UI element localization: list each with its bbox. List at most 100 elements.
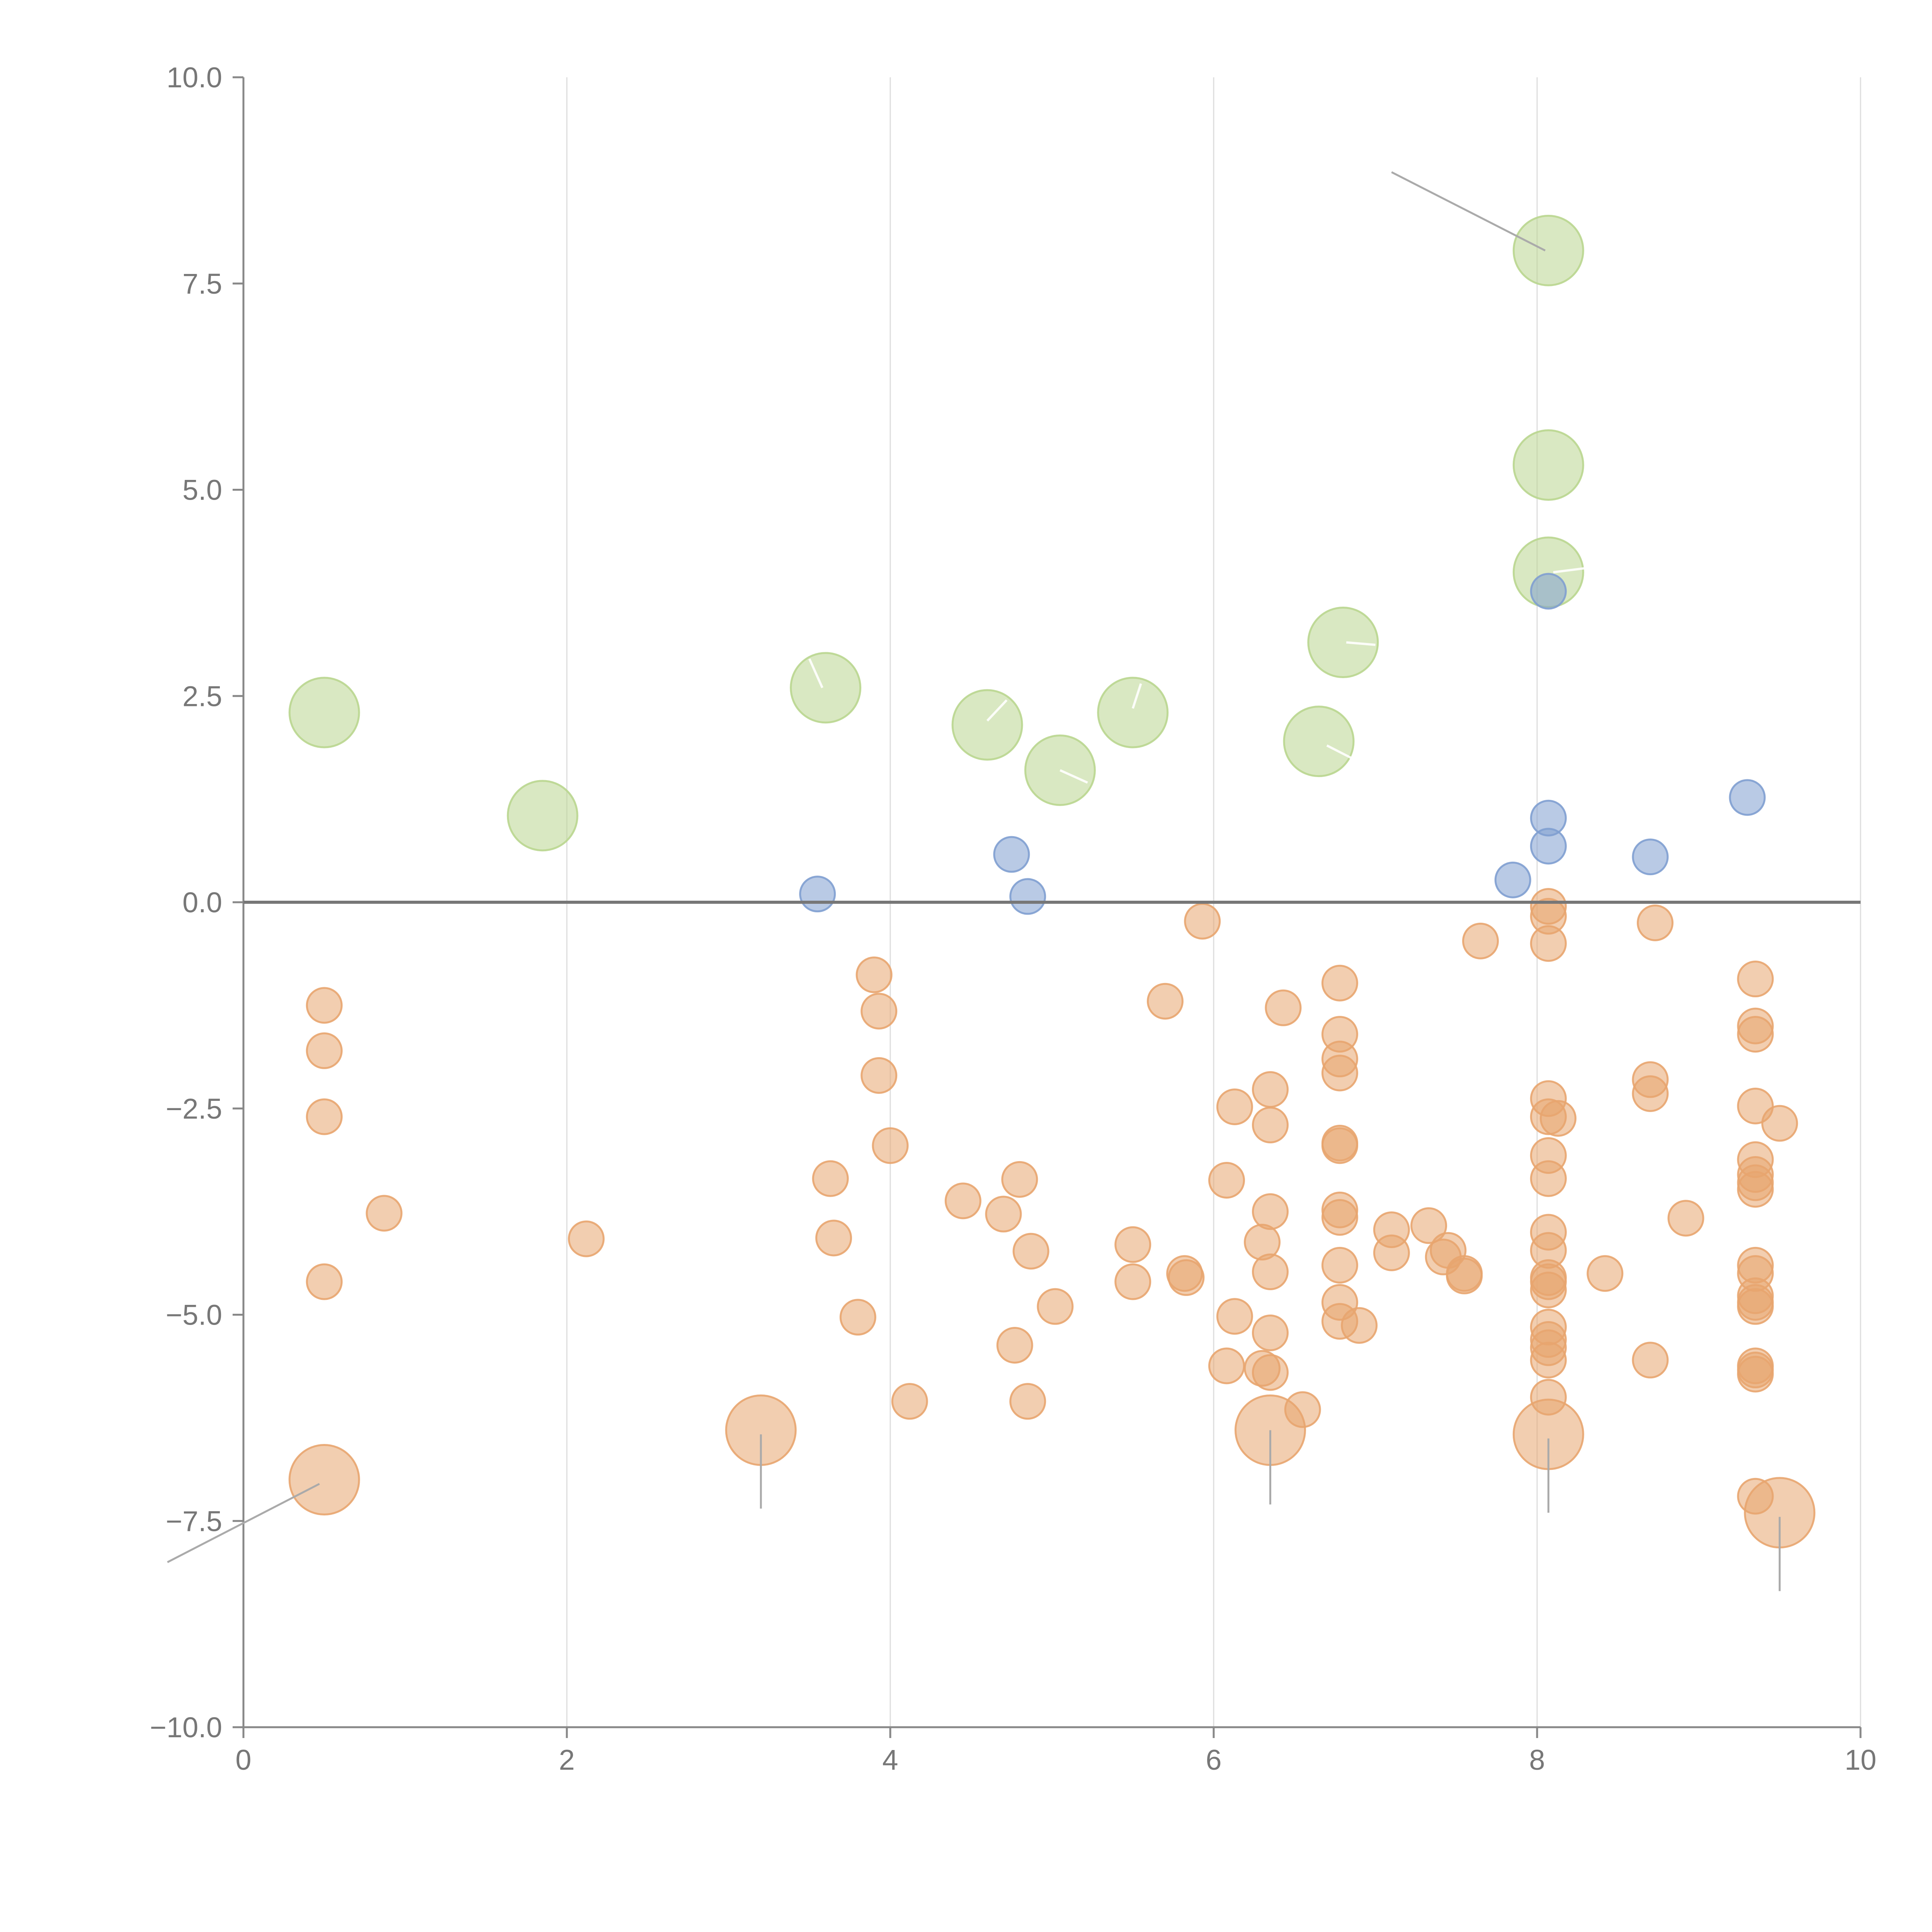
leader-line (1391, 171, 1546, 252)
point-orange (1737, 1171, 1774, 1208)
point-orange (1114, 1226, 1151, 1263)
point-orange (1530, 1160, 1567, 1197)
point-blue (799, 876, 836, 913)
point-orange (1539, 1100, 1577, 1137)
point-orange (1009, 1383, 1046, 1420)
point-blue (1632, 838, 1669, 876)
tick-layer: −10.0 −7.5 −5.0 −2.5 0.0 2.5 5.0 7.5 10.0 0 2 4 6 8 10 (150, 61, 1876, 1776)
x-tick-label: 4 (882, 1744, 898, 1776)
point-orange (855, 956, 893, 993)
x-tick-label: 6 (1206, 1744, 1221, 1776)
point-orange (1737, 1016, 1774, 1053)
point-blue (1729, 779, 1766, 816)
point-orange (1252, 1106, 1289, 1143)
y-tick-label: −5.0 (166, 1299, 222, 1331)
point-orange (1252, 1314, 1289, 1351)
leader-line (1346, 641, 1376, 646)
point-orange (1341, 1307, 1378, 1344)
point-orange (306, 1032, 343, 1069)
y-tick-label: −7.5 (166, 1505, 222, 1537)
x-tick-label: 2 (559, 1744, 575, 1776)
leader-line (1060, 769, 1088, 784)
point-orange (306, 1263, 343, 1300)
point-orange (1632, 1342, 1669, 1379)
point-orange (1637, 904, 1674, 941)
y-tick-label: 2.5 (182, 680, 222, 712)
point-orange (1587, 1255, 1624, 1292)
point-orange (1208, 1162, 1245, 1199)
point-orange (1252, 1354, 1289, 1391)
leader-line (167, 1483, 320, 1563)
point-orange-large (288, 1444, 360, 1515)
point-orange (1216, 1088, 1253, 1125)
point-orange (1001, 1161, 1038, 1198)
point-orange (306, 987, 343, 1024)
point-green (951, 689, 1023, 761)
y-tick-label: 10.0 (167, 61, 222, 94)
leader-line (808, 658, 823, 689)
point-orange (1737, 1288, 1774, 1325)
point-green (1512, 429, 1584, 501)
point-orange (1037, 1288, 1074, 1325)
point-orange (1252, 1071, 1289, 1108)
point-orange (1632, 1075, 1669, 1112)
point-orange (1168, 1259, 1205, 1296)
point-orange (1410, 1207, 1447, 1244)
point-orange (1446, 1257, 1483, 1294)
point-orange (1321, 1054, 1358, 1092)
point-orange (1012, 1233, 1049, 1270)
point-orange (1184, 903, 1221, 940)
y-tick-label: −2.5 (166, 1093, 222, 1125)
point-orange (568, 1220, 605, 1257)
point-orange (1216, 1298, 1253, 1335)
point-orange (1530, 925, 1567, 962)
point-orange (1530, 1271, 1567, 1308)
x-tick-label: 8 (1529, 1744, 1545, 1776)
point-orange (1373, 1234, 1410, 1271)
point-orange (944, 1182, 981, 1219)
point-green (1097, 677, 1169, 748)
leader-line (986, 699, 1008, 722)
point-green (790, 652, 862, 724)
point-orange (1252, 1193, 1289, 1230)
point-blue (1009, 878, 1046, 915)
point-orange (1146, 983, 1184, 1020)
y-tick-label: 5.0 (182, 474, 222, 506)
point-green (507, 780, 578, 852)
point-orange (815, 1219, 852, 1257)
point-orange (1530, 1342, 1567, 1379)
point-orange (1114, 1263, 1151, 1300)
point-orange (1252, 1253, 1289, 1290)
leader-line (1553, 567, 1586, 573)
point-orange (1737, 961, 1774, 998)
point-orange (985, 1196, 1022, 1233)
point-blue (1530, 573, 1567, 610)
point-orange (861, 993, 898, 1030)
point-blue (993, 836, 1030, 873)
x-tick-label: 10 (1845, 1744, 1876, 1776)
point-orange (891, 1383, 928, 1420)
leader-line (1326, 744, 1352, 759)
point-green (1024, 734, 1096, 806)
point-orange (872, 1127, 909, 1164)
point-orange (812, 1160, 849, 1197)
point-orange (1321, 1247, 1358, 1284)
points-layer (288, 214, 1816, 1549)
point-blue (1494, 861, 1531, 898)
leader-line (1131, 683, 1142, 709)
point-blue (1530, 828, 1567, 865)
y-tick-label: −10.0 (150, 1711, 222, 1743)
x-tick-label: 0 (235, 1744, 251, 1776)
point-orange (1265, 989, 1302, 1026)
point-orange (366, 1195, 403, 1232)
point-green (288, 677, 360, 748)
point-orange (306, 1098, 343, 1135)
point-orange (1321, 1127, 1358, 1164)
point-orange (1321, 964, 1358, 1002)
point-orange (1462, 922, 1499, 959)
point-orange (996, 1327, 1033, 1364)
point-green (1512, 214, 1584, 286)
point-orange (1737, 1355, 1774, 1393)
point-green (1283, 706, 1355, 777)
